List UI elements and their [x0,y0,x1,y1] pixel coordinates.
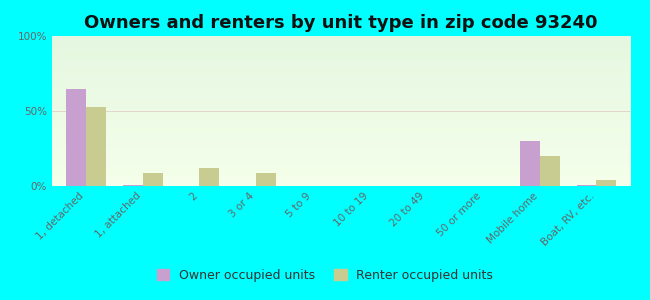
Bar [520,141,540,186]
Bar [540,156,560,186]
Bar [597,180,616,186]
Legend: Owner occupied units, Renter occupied units: Owner occupied units, Renter occupied un… [157,269,493,282]
Bar [577,184,597,186]
Bar [200,168,219,186]
Bar [256,172,276,186]
Bar [123,184,143,186]
Bar [66,88,86,186]
Title: Owners and renters by unit type in zip code 93240: Owners and renters by unit type in zip c… [84,14,598,32]
Bar [143,172,162,186]
Bar [86,106,106,186]
